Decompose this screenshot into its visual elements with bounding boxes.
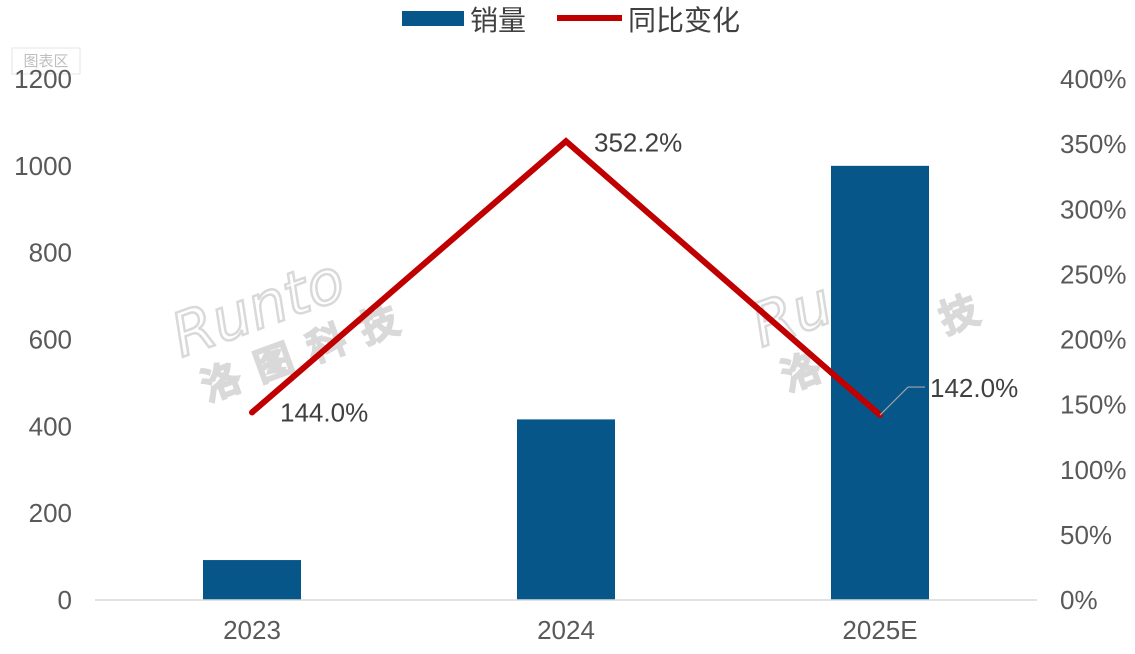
y-left-tick-label: 1000 bbox=[14, 151, 72, 181]
y-right-tick-label: 50% bbox=[1060, 520, 1112, 550]
bar bbox=[203, 560, 301, 600]
yoy-data-label: 144.0% bbox=[280, 397, 368, 427]
x-axis: 2023 2024 2025E bbox=[223, 615, 918, 645]
legend-swatch-sales bbox=[402, 11, 464, 26]
chart-area-tag-label: 图表区 bbox=[23, 52, 68, 70]
data-label-leader bbox=[879, 386, 925, 416]
y-right-tick-label: 250% bbox=[1060, 259, 1127, 289]
chart-area-tag: 图表区 bbox=[11, 47, 81, 75]
yoy-data-label: 142.0% bbox=[930, 373, 1018, 403]
bar-series bbox=[203, 165, 929, 601]
y-right-tick-label: 350% bbox=[1060, 129, 1127, 159]
yoy-point bbox=[565, 140, 567, 143]
x-tick-label: 2025E bbox=[842, 615, 917, 645]
bar bbox=[517, 419, 615, 600]
yoy-data-label: 352.2% bbox=[594, 127, 682, 157]
y-right-tick-label: 200% bbox=[1060, 325, 1127, 355]
y-left-tick-label: 400 bbox=[29, 411, 72, 441]
legend-label-sales: 销量 bbox=[470, 4, 526, 37]
y-axis-left: 0 200 400 600 800 1000 1200 bbox=[14, 64, 72, 615]
line-data-labels: 144.0% 352.2% 142.0% bbox=[280, 127, 1018, 427]
y-left-tick-label: 0 bbox=[58, 585, 72, 615]
yoy-point bbox=[251, 411, 253, 414]
x-tick-label: 2024 bbox=[537, 615, 595, 645]
legend-label-yoy: 同比变化 bbox=[628, 4, 740, 37]
y-right-tick-label: 150% bbox=[1060, 390, 1127, 420]
legend: 销量 同比变化 bbox=[402, 4, 740, 37]
y-left-tick-label: 600 bbox=[29, 325, 72, 355]
y-right-tick-label: 400% bbox=[1060, 64, 1127, 94]
y-right-tick-label: 100% bbox=[1060, 455, 1127, 485]
y-axis-right: 0% 50% 100% 150% 200% 250% 300% 350% 400% bbox=[1060, 64, 1127, 615]
watermark-left: Runto 洛图科技 bbox=[161, 244, 422, 411]
x-tick-label: 2023 bbox=[223, 615, 281, 645]
y-left-tick-label: 200 bbox=[29, 498, 72, 528]
y-left-tick-label: 800 bbox=[29, 238, 72, 268]
y-right-tick-label: 300% bbox=[1060, 194, 1127, 224]
y-right-tick-label: 0% bbox=[1060, 585, 1098, 615]
y-left-tick-label: 1200 bbox=[14, 64, 72, 94]
